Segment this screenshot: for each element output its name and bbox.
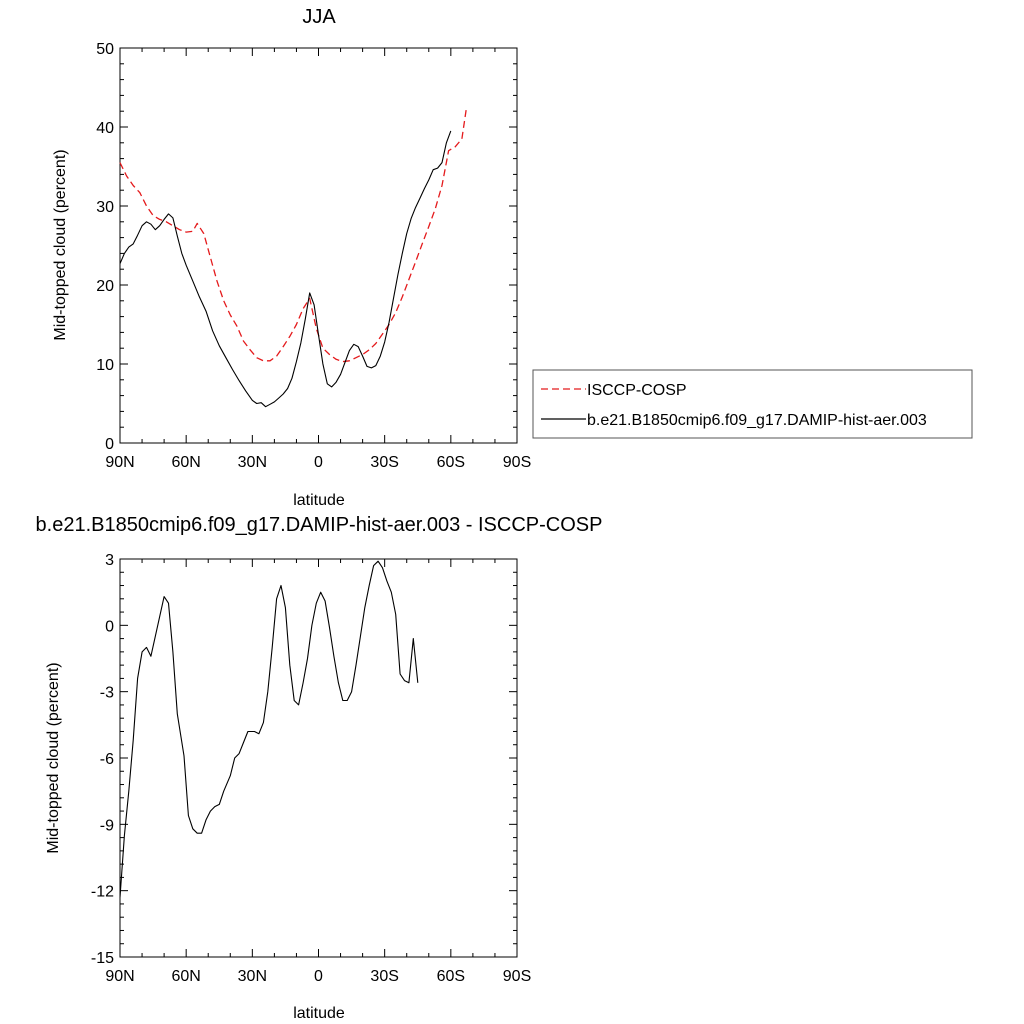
x-tick-label: 90S	[503, 454, 531, 471]
lower-panel: b.e21.B1850cmip6.f09_g17.DAMIP-hist-aer.…	[36, 514, 603, 1022]
y-tick-label: 50	[96, 41, 114, 58]
x-tick-label: 0	[314, 968, 323, 985]
x-tick-label: 60S	[437, 968, 465, 985]
x-tick-label: 30N	[238, 454, 267, 471]
x-tick-label: 30S	[370, 454, 398, 471]
lower-panel-title: b.e21.B1850cmip6.f09_g17.DAMIP-hist-aer.…	[36, 514, 603, 536]
x-tick-label: 90S	[503, 968, 531, 985]
x-tick-label: 90N	[105, 454, 134, 471]
lower-x-axis-label: latitude	[293, 1005, 345, 1022]
legend: ISCCP-COSP b.e21.B1850cmip6.f09_g17.DAMI…	[532, 369, 973, 439]
x-tick-label: 90N	[105, 968, 134, 985]
y-tick-label: -6	[100, 751, 114, 768]
y-tick-label: -12	[91, 884, 114, 901]
y-tick-label: 20	[96, 278, 114, 295]
legend-label-isccp: ISCCP-COSP	[587, 382, 687, 399]
upper-x-axis-label: latitude	[293, 492, 345, 509]
lower-plot-frame	[119, 558, 518, 958]
upper-series-lines	[119, 108, 467, 408]
upper-panel: JJA 90N 60N 30N 0 30S 60S 90S 0 10 20 30 40 50 latit…	[52, 6, 531, 509]
x-tick-label: 60S	[437, 454, 465, 471]
upper-series-line-isccp-cosp	[119, 108, 467, 363]
y-tick-label: 10	[96, 357, 114, 374]
y-tick-label: 3	[105, 552, 114, 569]
legend-label-model: b.e21.B1850cmip6.f09_g17.DAMIP-hist-aer.…	[587, 412, 927, 429]
x-tick-label: 60N	[171, 454, 200, 471]
lower-series-lines	[119, 560, 419, 898]
x-tick-label: 0	[314, 454, 323, 471]
upper-y-axis-label: Mid-topped cloud (percent)	[52, 149, 69, 340]
lower-axis-ticks: 90N 60N 30N 0 30S 60S 90S -15 -12 -9 -6 -3 0 3	[91, 552, 531, 985]
upper-series-line-model	[119, 130, 452, 408]
y-tick-label: -9	[100, 817, 114, 834]
lower-y-axis-label: Mid-topped cloud (percent)	[45, 662, 62, 853]
x-tick-label: 30N	[238, 968, 267, 985]
lower-series-line-difference	[119, 560, 419, 898]
y-tick-label: 0	[105, 618, 114, 635]
y-tick-label: 40	[96, 120, 114, 137]
y-tick-label: -15	[91, 950, 114, 967]
y-tick-label: 0	[105, 436, 114, 453]
upper-panel-title: JJA	[302, 6, 336, 28]
x-tick-label: 60N	[171, 968, 200, 985]
upper-axis-ticks: 90N 60N 30N 0 30S 60S 90S 0 10 20 30 40 50	[96, 41, 531, 471]
y-tick-label: -3	[100, 685, 114, 702]
x-tick-label: 30S	[370, 968, 398, 985]
y-tick-label: 30	[96, 199, 114, 216]
legend-box	[532, 369, 973, 439]
